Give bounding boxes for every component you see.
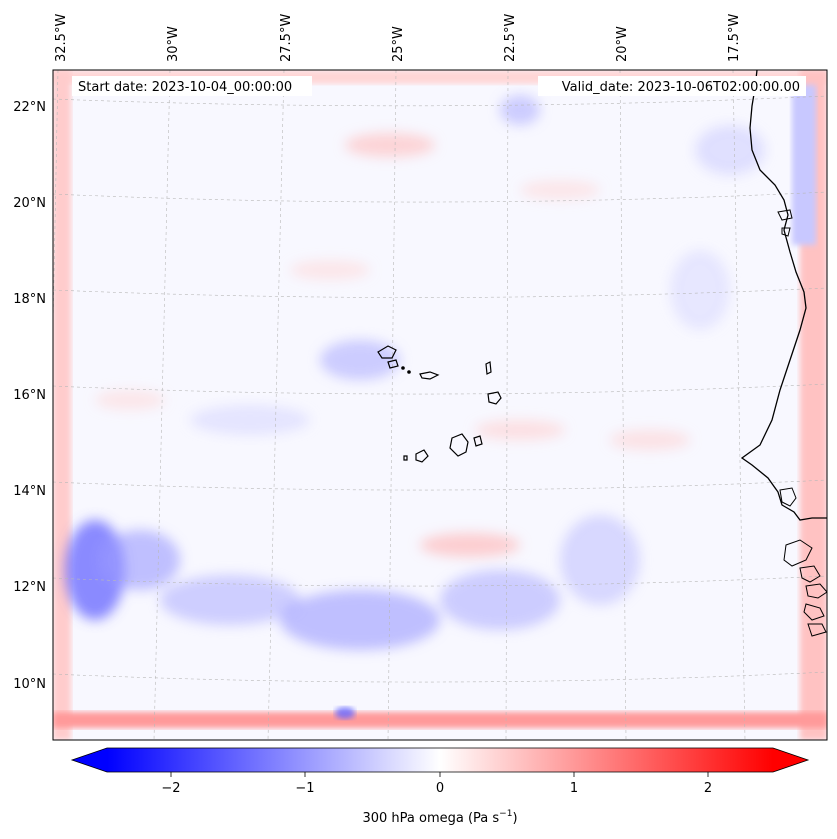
- lat-label: 16°N: [13, 388, 46, 403]
- colorbar-gradient: [107, 748, 773, 772]
- colorbar-tick-label: 0: [436, 781, 444, 796]
- colorbar-tick-label: 1: [570, 781, 578, 796]
- valid-date-label: Valid_date: 2023-10-06T02:00:00.00: [562, 80, 800, 95]
- lon-label: 27.5°W: [279, 14, 294, 62]
- lat-label: 20°N: [13, 196, 46, 211]
- lon-label: 25°W: [391, 26, 406, 62]
- colorbar-label-exponent: −1: [499, 809, 512, 819]
- colorbar-label: 300 hPa omega (Pa s−1): [362, 809, 517, 826]
- africa-coastline: [740, 70, 827, 521]
- colorbar-extend-low: [72, 748, 107, 772]
- valid-date-box: [538, 76, 806, 96]
- colorbar-extend-high: [773, 748, 808, 772]
- lon-label: 22.5°W: [503, 14, 518, 62]
- colorbar-outline: [70, 747, 810, 773]
- lat-label: 22°N: [13, 100, 46, 115]
- lon-label: 17.5°W: [727, 14, 742, 62]
- colorbar-tick-label: 2: [704, 781, 712, 796]
- lat-label: 12°N: [13, 580, 46, 595]
- lat-label: 18°N: [13, 292, 46, 307]
- colorbar-tick-label: −1: [295, 781, 314, 796]
- colorbar-ticks: [170, 772, 709, 777]
- colorbar-tick-label: −2: [161, 781, 180, 796]
- cape-verde-islands: [377, 345, 502, 463]
- lat-label: 10°N: [13, 677, 46, 692]
- start-date-label: Start date: 2023-10-04_00:00:00: [78, 80, 292, 95]
- lon-label: 32.5°W: [54, 14, 69, 62]
- longitude-labels: 32.5°W 30°W 27.5°W 25°W 22.5°W 20°W 17.5…: [54, 14, 742, 62]
- map-panel: Start date: 2023-10-04_00:00:00 Valid_da…: [52, 69, 828, 741]
- map-background: [53, 70, 827, 740]
- map-frame: [52, 69, 828, 741]
- colorbar: −2 −1 0 1 2 300 hPa omega (Pa s−1): [70, 747, 810, 826]
- omega-field: [53, 70, 827, 740]
- start-date-box: [72, 76, 312, 96]
- graticule: [53, 70, 827, 740]
- lon-label: 20°W: [615, 26, 630, 62]
- lat-label: 14°N: [13, 484, 46, 499]
- latitude-labels: 22°N 20°N 18°N 16°N 14°N 12°N 10°N: [13, 100, 46, 692]
- lon-label: 30°W: [166, 26, 181, 62]
